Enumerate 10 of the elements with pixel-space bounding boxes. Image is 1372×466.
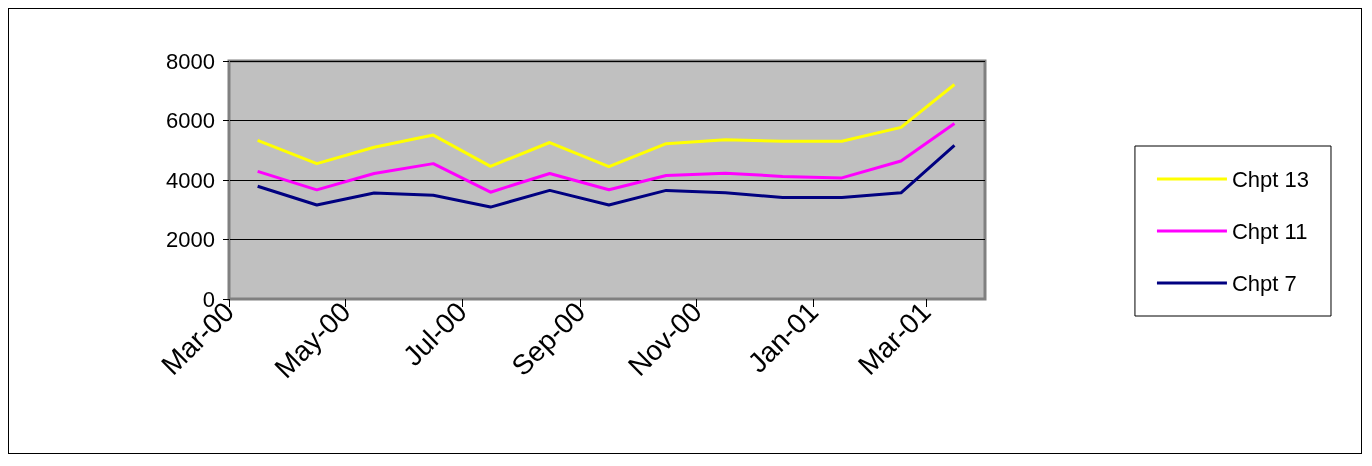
y-tick-label: 6000 bbox=[166, 108, 215, 133]
legend-label: Chpt 13 bbox=[1231, 166, 1310, 192]
legend-label: Chpt 11 bbox=[1231, 218, 1308, 244]
y-tick-label: 4000 bbox=[166, 167, 215, 193]
line-series bbox=[256, 143, 956, 209]
line-series bbox=[256, 121, 956, 194]
legend-label: Chpt 7 bbox=[1231, 270, 1297, 296]
line-series bbox=[256, 83, 956, 169]
y-tick-label: 8000 bbox=[166, 48, 215, 74]
y-tick-label: 2000 bbox=[166, 227, 215, 252]
